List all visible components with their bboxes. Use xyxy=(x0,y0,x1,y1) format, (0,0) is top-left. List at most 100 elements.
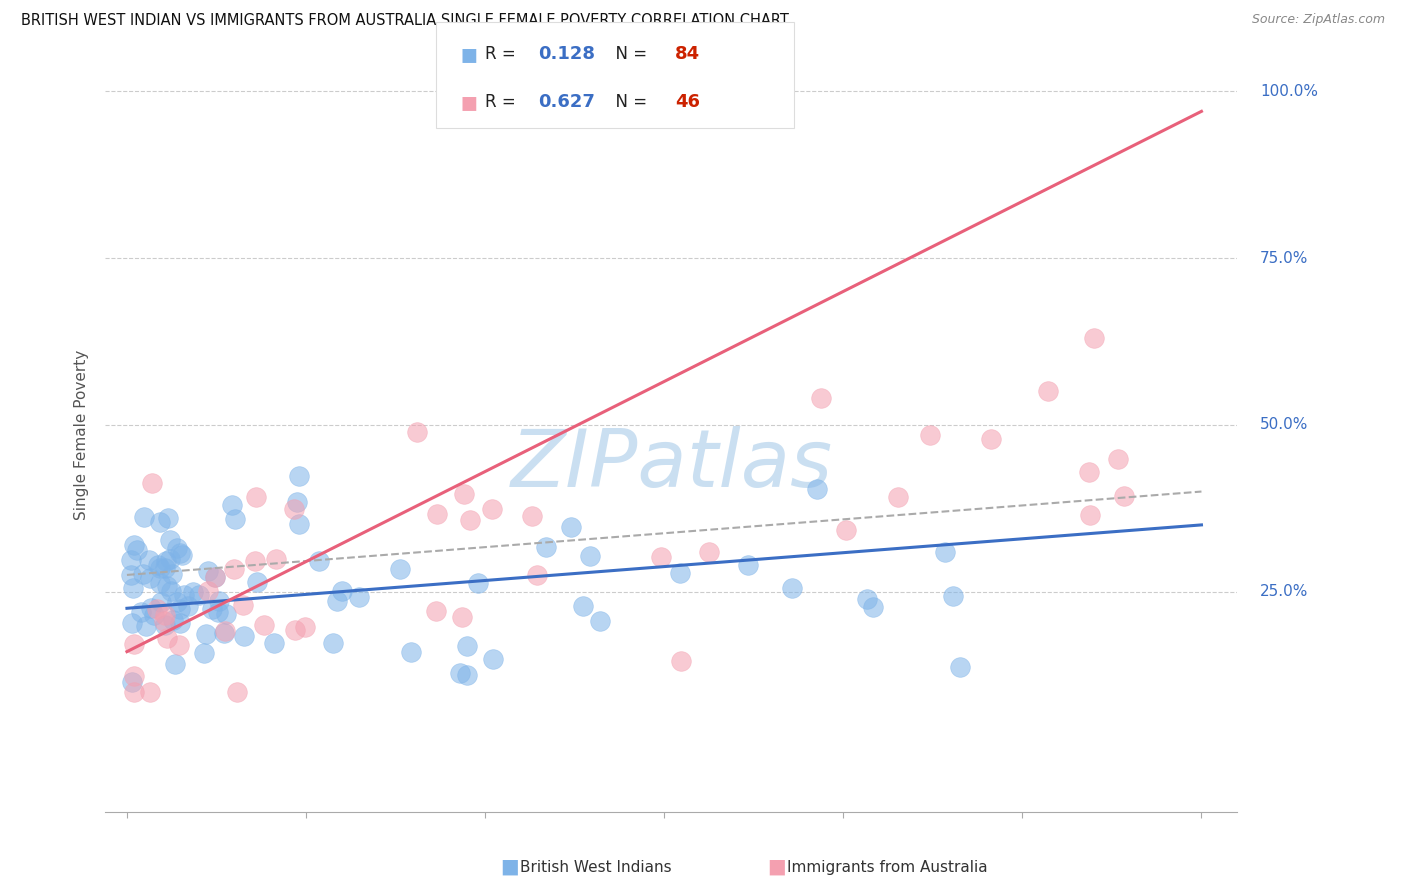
Text: 84: 84 xyxy=(675,45,700,62)
Point xyxy=(122,636,145,650)
Text: 50.0%: 50.0% xyxy=(1260,417,1309,433)
Point xyxy=(406,425,429,439)
Point xyxy=(231,598,253,612)
Point xyxy=(886,491,908,505)
Point xyxy=(224,512,246,526)
Point xyxy=(456,667,478,681)
Point xyxy=(166,541,188,555)
Point xyxy=(157,510,180,524)
Point xyxy=(156,631,179,645)
Point xyxy=(139,684,162,698)
Point xyxy=(560,519,582,533)
Point xyxy=(856,591,879,606)
Point xyxy=(671,655,693,669)
Point xyxy=(232,629,254,643)
Point xyxy=(283,501,305,516)
Text: 25.0%: 25.0% xyxy=(1260,584,1309,599)
Point xyxy=(212,625,235,640)
Point xyxy=(467,575,489,590)
Text: 46: 46 xyxy=(675,93,700,111)
Point xyxy=(197,564,219,578)
Point xyxy=(399,645,422,659)
Point xyxy=(481,652,503,666)
Point xyxy=(810,391,832,405)
Point xyxy=(520,508,543,523)
Point xyxy=(806,482,828,496)
Point xyxy=(207,605,229,619)
Point xyxy=(214,624,236,638)
Point xyxy=(135,619,157,633)
Point xyxy=(177,599,200,613)
Point xyxy=(204,570,226,584)
Point xyxy=(263,636,285,650)
Point xyxy=(326,594,349,608)
Point xyxy=(451,610,474,624)
Point xyxy=(121,615,143,630)
Point xyxy=(224,562,246,576)
Text: Source: ZipAtlas.com: Source: ZipAtlas.com xyxy=(1251,13,1385,27)
Point xyxy=(266,552,288,566)
Point xyxy=(589,614,612,628)
Point xyxy=(172,549,194,563)
Text: 0.128: 0.128 xyxy=(538,45,596,62)
Text: British West Indians: British West Indians xyxy=(520,860,672,874)
Point xyxy=(152,614,174,628)
Text: 100.0%: 100.0% xyxy=(1260,84,1317,99)
Point xyxy=(650,549,672,564)
Point xyxy=(120,568,142,582)
Text: ▪: ▪ xyxy=(460,40,478,68)
Point xyxy=(782,581,804,595)
Point xyxy=(737,558,759,573)
Point xyxy=(120,553,142,567)
Point xyxy=(308,554,330,568)
Point xyxy=(201,602,224,616)
Text: ▪: ▪ xyxy=(460,88,478,116)
Point xyxy=(481,502,503,516)
Point xyxy=(215,607,238,621)
Text: ▪: ▪ xyxy=(499,853,520,881)
Point xyxy=(456,639,478,653)
Point xyxy=(159,533,181,547)
Point xyxy=(862,600,884,615)
Point xyxy=(169,615,191,630)
Point xyxy=(389,562,412,576)
Y-axis label: Single Female Poverty: Single Female Poverty xyxy=(75,350,90,520)
Point xyxy=(458,513,481,527)
Point xyxy=(156,579,179,593)
Point xyxy=(155,561,177,575)
Point xyxy=(122,669,145,683)
Point xyxy=(245,554,267,568)
Text: N =: N = xyxy=(605,93,652,111)
Point xyxy=(146,602,169,616)
Point xyxy=(148,515,170,529)
Point xyxy=(121,581,143,595)
Text: ▪: ▪ xyxy=(766,853,787,881)
Point xyxy=(949,659,972,673)
Point xyxy=(169,546,191,560)
Point xyxy=(1107,452,1129,467)
Point xyxy=(288,517,311,532)
Point xyxy=(195,627,218,641)
Point xyxy=(536,540,558,554)
Point xyxy=(167,638,190,652)
Point xyxy=(188,588,211,602)
Point xyxy=(122,684,145,698)
Point xyxy=(139,571,162,585)
Text: BRITISH WEST INDIAN VS IMMIGRANTS FROM AUSTRALIA SINGLE FEMALE POVERTY CORRELATI: BRITISH WEST INDIAN VS IMMIGRANTS FROM A… xyxy=(21,13,789,29)
Point xyxy=(571,599,593,613)
Point xyxy=(253,618,276,632)
Point xyxy=(208,594,231,608)
Text: 0.627: 0.627 xyxy=(538,93,595,111)
Point xyxy=(453,486,475,500)
Point xyxy=(697,544,720,558)
Point xyxy=(449,665,471,680)
Point xyxy=(127,543,149,558)
Point xyxy=(160,566,183,581)
Point xyxy=(330,584,353,599)
Point xyxy=(669,566,692,581)
Point xyxy=(221,498,243,512)
Point xyxy=(226,684,249,698)
Point xyxy=(141,475,163,490)
Point xyxy=(942,589,965,603)
Point xyxy=(169,602,191,616)
